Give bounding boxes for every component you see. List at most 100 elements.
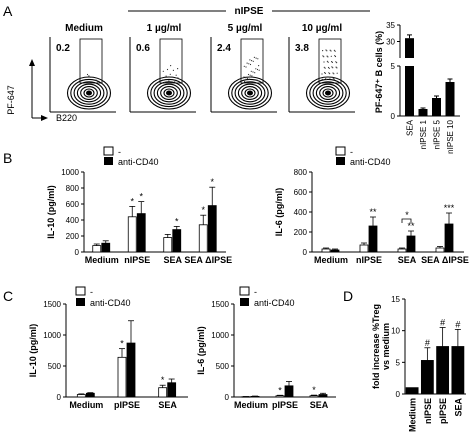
- facs-gate-3: [318, 38, 342, 84]
- chartD-xtick-label-2: pIPSE: [438, 398, 448, 424]
- facs-contour-0-5: [66, 76, 112, 110]
- chartB2-ytick-label-4: 800: [294, 168, 308, 177]
- facs-event-3-24: [336, 72, 338, 74]
- facs-contour-0-4: [70, 78, 108, 108]
- facs-contour-core-3: [325, 90, 331, 96]
- legend-c2-filled-swatch: [240, 298, 249, 306]
- chartB1-ytick-label-2: 400: [66, 216, 80, 225]
- legend-c2: - anti-CD40: [239, 286, 295, 308]
- y-arrow-head: [29, 59, 35, 66]
- facs-event-2-19: [254, 72, 256, 74]
- legend-b2-open-label: -: [350, 147, 353, 157]
- facs-contour-3-3: [312, 81, 344, 105]
- chartC1-ytick-label-3: 1500: [43, 300, 61, 309]
- legend-b-filled-swatch: [104, 157, 113, 165]
- chartB2-y-label-line-0: IL-6 (pg/ml): [274, 188, 284, 237]
- facs-event-3-35: [336, 77, 339, 80]
- facs-event-3-28: [333, 49, 335, 52]
- chartC2-bar-2-1: [318, 394, 328, 398]
- a-bar-lower-0: [405, 66, 414, 116]
- legend-c-filled-label: anti-CD40: [90, 298, 131, 308]
- facs-event-2-1: [250, 70, 252, 72]
- facs-event-2-6: [255, 68, 257, 70]
- chartC1-xtick-label-0: Medium: [69, 400, 103, 410]
- facs-event-2-10: [252, 71, 254, 73]
- chartD-y-label: fold increase %Tregvs medium: [371, 304, 391, 389]
- chartC2-bar-1-1: [284, 385, 294, 398]
- facs-event-2-27: [248, 78, 250, 80]
- legend-c: - anti-CD40: [75, 286, 131, 308]
- legend-b2: - anti-CD40: [335, 146, 391, 167]
- chartB2-bracket-star-3: *: [405, 210, 409, 220]
- chartB1-ytick-label-0: 0: [75, 248, 80, 257]
- facs-event-3-43: [331, 66, 333, 68]
- facs-event-2-9: [245, 77, 247, 79]
- chartB2-xtick-label-3: SEA ΔIPSE: [421, 255, 469, 265]
- chartC1-bar-2-1: [167, 382, 177, 398]
- facs-event-2-3: [249, 59, 251, 61]
- facs-event-1-5: [166, 68, 169, 71]
- facs-event-2-18: [246, 77, 248, 79]
- facs-event-3-13: [336, 67, 338, 69]
- facs-title-medium: Medium: [65, 23, 103, 34]
- chartD-y-label-line-0: fold increase %Treg: [371, 304, 381, 389]
- facs-contour-1-3: [153, 81, 185, 105]
- chartB1-bar-1-1: [136, 213, 146, 253]
- facs-event-3-8: [331, 61, 333, 64]
- chart-c-il6: 0 500 1000 1500 IL-6 (pg/ml) Medium pIPSE SEA * *: [196, 300, 336, 410]
- chartC2-ytick-label-3: 1500: [211, 300, 229, 309]
- facs-event-2-7: [246, 62, 248, 64]
- chartD-annot-0: #: [425, 338, 430, 348]
- facs-event-3-12: [329, 73, 331, 75]
- facs-event-3-19: [332, 67, 334, 69]
- facs-event-0-0: [82, 82, 84, 84]
- chartB1-annot-0: *: [130, 196, 134, 206]
- facs-event-1-1: [169, 73, 171, 75]
- facs-event-2-11: [243, 65, 245, 67]
- facs-event-3-34: [329, 49, 331, 51]
- facs-event-2-15: [256, 68, 259, 71]
- chartB1-annot-1: *: [139, 192, 143, 202]
- facs-event-3-30: [332, 72, 334, 74]
- chartC1-annot-1: *: [161, 375, 165, 385]
- facs-event-0-2: [97, 81, 99, 83]
- chartB1-bar-0-0: [92, 245, 102, 253]
- chartD-ytick-label-1: 5: [396, 358, 401, 367]
- legend-b-open-swatch: [103, 146, 114, 156]
- chartC1-ytick-label-0: 0: [57, 393, 62, 402]
- chartC1-y-label: IL-10 (pg/ml): [28, 324, 38, 378]
- facs-y-label: PF-647: [6, 85, 16, 115]
- legend-b2-open-swatch: [335, 146, 346, 156]
- facs-gate-0: [79, 38, 103, 84]
- chartC2-annot-0: *: [278, 385, 282, 395]
- a-bar-3: [445, 82, 455, 116]
- a-ytick-label-0-0: 30: [386, 38, 395, 47]
- facs-event-3-31: [323, 66, 325, 68]
- chartB2-ytick-label-0: 0: [303, 248, 308, 257]
- chartC2-bar-1-0: [275, 395, 285, 398]
- facs-event-2-8: [253, 56, 255, 59]
- legend-b2-filled-swatch: [336, 157, 345, 165]
- a-xtick-label-0: SEA: [406, 119, 415, 136]
- facs-event-2-4: [256, 79, 258, 81]
- facs-event-1-10: [171, 76, 173, 78]
- chartC1-annot-0: *: [120, 339, 124, 349]
- chartB1-bar-1-0: [127, 216, 137, 253]
- facs-event-0-1: [89, 76, 91, 78]
- chartB2-bar-0-0: [321, 248, 331, 253]
- facs-event-3-20: [323, 61, 325, 63]
- facs-event-1-7: [165, 75, 167, 77]
- chartC1-bar-1-1: [126, 342, 136, 398]
- nipse-group-label: nIPSE: [235, 6, 264, 17]
- facs-title-5: 5 µg/ml: [228, 23, 263, 34]
- chart-c-il10: 0 500 1000 1500 IL-10 (pg/ml) Medium pIPSE SEA *…: [28, 300, 188, 410]
- facs-contour-2-4: [231, 78, 269, 108]
- panel-b-letter: B: [3, 150, 12, 166]
- facs-event-3-27: [326, 55, 328, 57]
- facs-event-1-8: [172, 69, 174, 71]
- chartB1-y-label-line-0: IL-10 (pg/ml): [46, 185, 56, 239]
- facs-event-3-14: [327, 61, 329, 63]
- chartD-xtick-label-1: nIPSE: [423, 398, 433, 424]
- legend-b-open-label: -: [118, 147, 121, 157]
- facs-event-3-18: [324, 72, 326, 74]
